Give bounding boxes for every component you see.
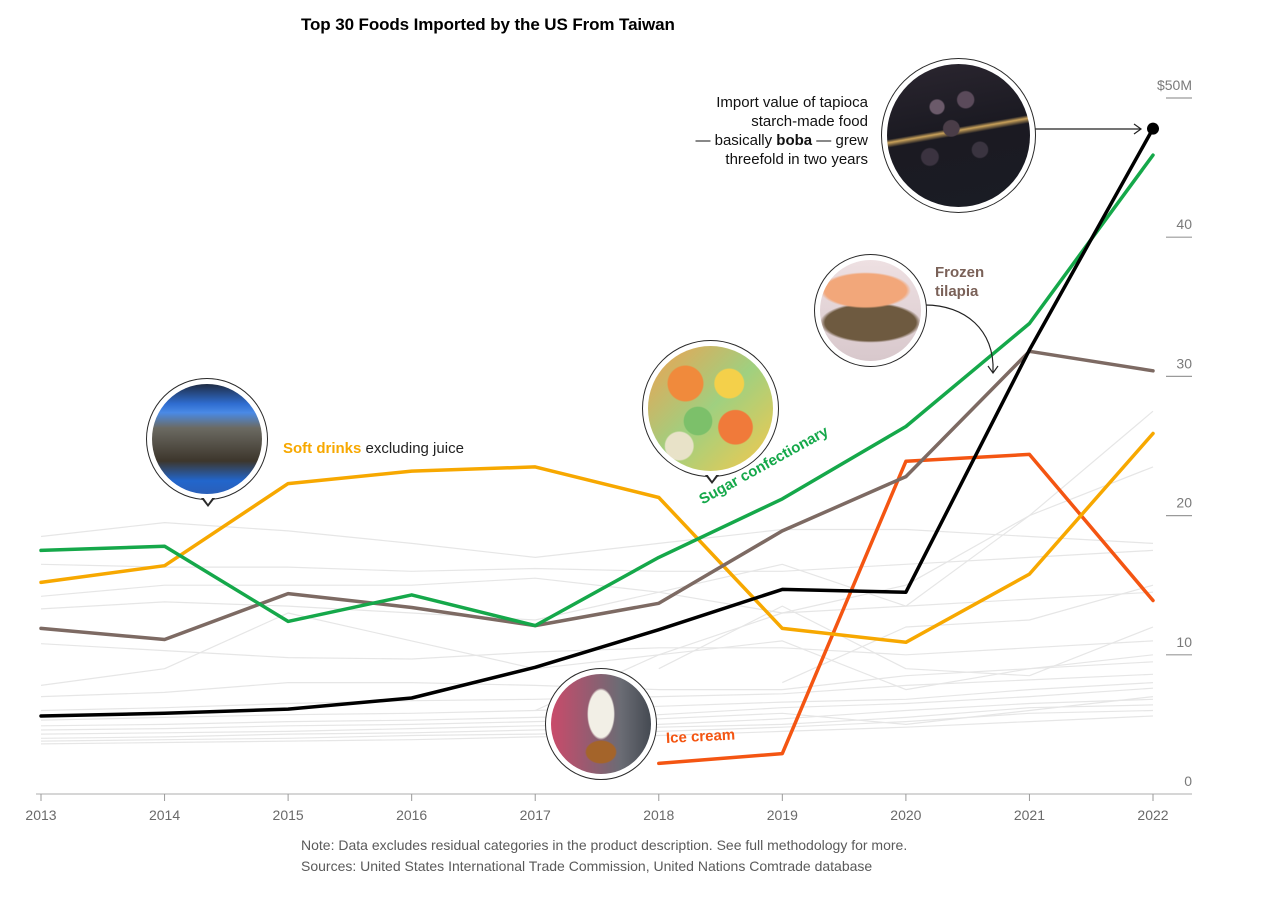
frozen-tilapia-label-line2: tilapia [935,283,979,300]
boba-annotation: Import value of tapioca starch-made food… [640,93,868,169]
tilapia-arrow-head [987,365,999,375]
x-tick-label: 2021 [1014,807,1045,823]
x-tick-label: 2018 [643,807,674,823]
annotation-connectors [924,123,1143,375]
soda-bottles-photo [152,384,262,494]
ice-cream-label: Ice cream [665,726,736,747]
series-line-sugar-confectionary [39,153,1155,628]
chart-title: Top 30 Foods Imported by the US From Tai… [301,15,675,34]
boba-annotation-text: — basically [695,132,777,149]
x-tick-label: 2022 [1137,807,1168,823]
soda-photo-bubble [146,378,268,500]
series-line-other-food-18 [782,584,1154,684]
icecream-photo-bubble [545,668,657,780]
soft-drinks-label: Soft drinks excluding juice [283,439,464,458]
y-tick-label: 40 [1176,216,1192,232]
boba-arrow-head [1133,123,1143,135]
boba-annotation-bold: boba [776,132,813,149]
series-line-other-food-16 [534,466,1154,712]
tilapia-photo-bubble [814,254,927,367]
y-tick-label: 30 [1176,355,1192,371]
x-axis: 2013 2014 2015 2016 2017 2018 2019 2020 2021 2022 [25,793,1192,823]
boba-pearls-photo [887,64,1030,207]
x-tick-label: 2015 [273,807,304,823]
soft-drinks-label-rest: excluding juice [361,440,464,457]
x-tick-label: 2016 [396,807,427,823]
soft-serve-cone-photo [551,674,651,774]
x-tick-label: 2017 [520,807,551,823]
sources-text: Sources: United States International Tra… [301,858,873,874]
frozen-tilapia-label-line1: Frozen [935,264,985,281]
series-end-marker-tapioca-starch-made-food-boba [1147,122,1159,135]
highlighted-series-group [39,122,1159,766]
series-line-other-food-17 [658,605,1154,677]
series-line-other-food-2 [40,549,1154,572]
y-tick-label: 20 [1176,495,1192,511]
boba-annotation-line2: starch-made food [751,113,868,130]
frozen-tilapia-label: Frozen tilapia [935,263,984,301]
note-text: Note: Data excludes residual categories … [301,837,908,853]
tilapia-fish-photo [820,260,921,361]
candy-photo-bubble [642,340,779,477]
x-tick-label: 2013 [25,807,56,823]
candy-bubble-tail-inner [707,474,717,481]
chart-footnote: Note: Data excludes residual categories … [301,835,921,877]
gummy-candy-photo [648,346,773,471]
soft-drinks-label-highlight: Soft drinks [283,440,362,457]
series-line-other-food-6 [40,612,1154,691]
y-tick-label: 10 [1176,634,1192,650]
x-tick-label: 2020 [890,807,921,823]
series-line-frozen-tilapia [39,349,1155,642]
y-axis: 0 10 20 30 40 $50M [1157,77,1192,789]
boba-annotation-text: — grew [812,132,868,149]
x-tick-label: 2014 [149,807,180,823]
tilapia-arrow-curve [924,304,994,373]
boba-annotation-line4: threefold in two years [725,151,868,168]
boba-annotation-line3: — basically boba — grew [640,131,868,150]
x-tick-label: 2019 [767,807,798,823]
series-line-tapioca-starch-made-food-boba [39,126,1155,718]
boba-annotation-line1: Import value of tapioca [716,94,868,111]
y-tick-label: $50M [1157,77,1192,93]
soda-bubble-tail-inner [203,497,213,504]
y-tick-label: 0 [1184,773,1192,789]
series-line-ice-cream [657,452,1155,766]
boba-photo-bubble [881,58,1036,213]
series-line-other-food-3 [40,577,1154,614]
series-line-other-food-4 [40,410,1154,621]
series-line-soft-drinks-excluding-juice [39,431,1155,645]
